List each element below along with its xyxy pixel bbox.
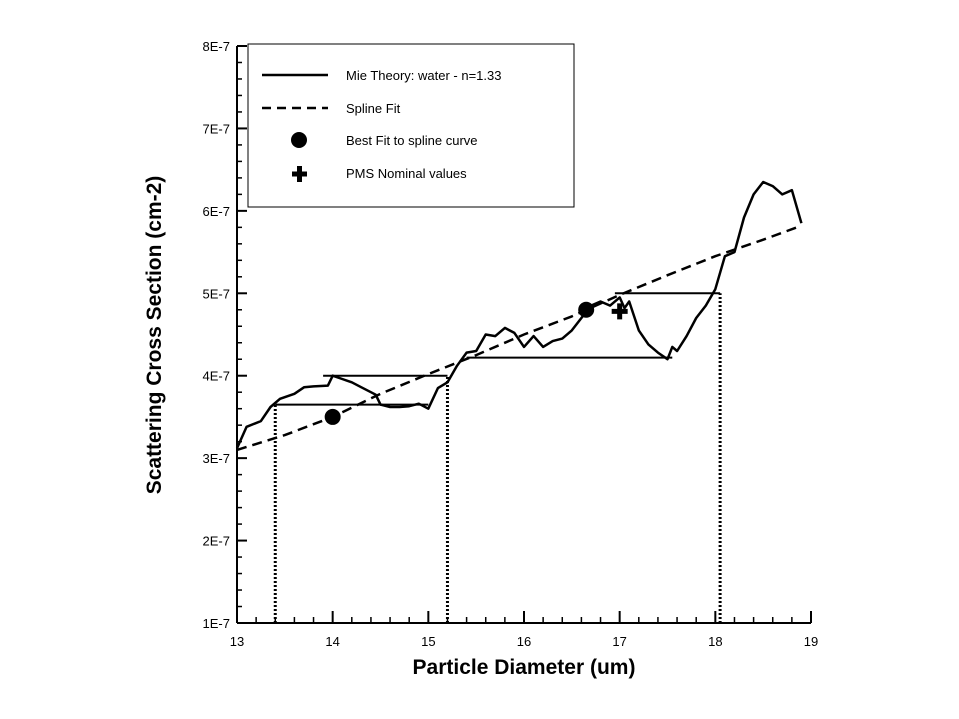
legend-swatch-circle [291,132,307,148]
mie-theory-line [235,180,803,449]
x-tick-label: 18 [708,634,722,649]
legend-label-mie: Mie Theory: water - n=1.33 [346,68,501,83]
x-tick-label: 13 [230,634,244,649]
legend-swatch-plus [292,166,307,182]
y-tick-label: 5E-7 [203,286,230,301]
legend-box [247,43,575,208]
x-tick-label: 16 [517,634,531,649]
y-tick-label: 1E-7 [203,616,230,631]
y-tick-label: 4E-7 [203,369,230,384]
y-tick-label: 3E-7 [203,451,230,466]
legend-label-pms: PMS Nominal values [346,166,467,181]
x-tick-label: 17 [612,634,626,649]
y-tick-label: 2E-7 [203,534,230,549]
plot-area [235,180,803,623]
x-tick-label: 15 [421,634,435,649]
y-tick-label: 7E-7 [203,121,230,136]
best-fit-point [324,408,341,425]
x-ticks: 13 14 15 16 17 18 19 [230,611,818,649]
x-tick-label: 19 [804,634,818,649]
legend: Mie Theory: water - n=1.33 Spline Fit Be… [247,43,575,208]
y-tick-label: 6E-7 [203,204,230,219]
x-tick-label: 14 [325,634,339,649]
grid-and-axes: 1E-72E-73E-74E-75E-76E-77E-78E-7 13 14 15 1… [203,39,819,649]
best-fit-point [578,301,595,318]
x-axis-title: Particle Diameter (um) [413,656,636,679]
y-tick-label: 8E-7 [203,39,230,54]
y-axis-title: Scattering Cross Section (cm-2) [143,176,166,495]
y-ticks: 1E-7 2E-7 3E-7 4E-7 5E-7 6E-7 7E-7 8E-7 [203,39,247,631]
legend-label-spline: Spline Fit [346,101,401,116]
pms-nominal-point [611,303,628,320]
legend-label-best-fit: Best Fit to spline curve [346,133,478,148]
